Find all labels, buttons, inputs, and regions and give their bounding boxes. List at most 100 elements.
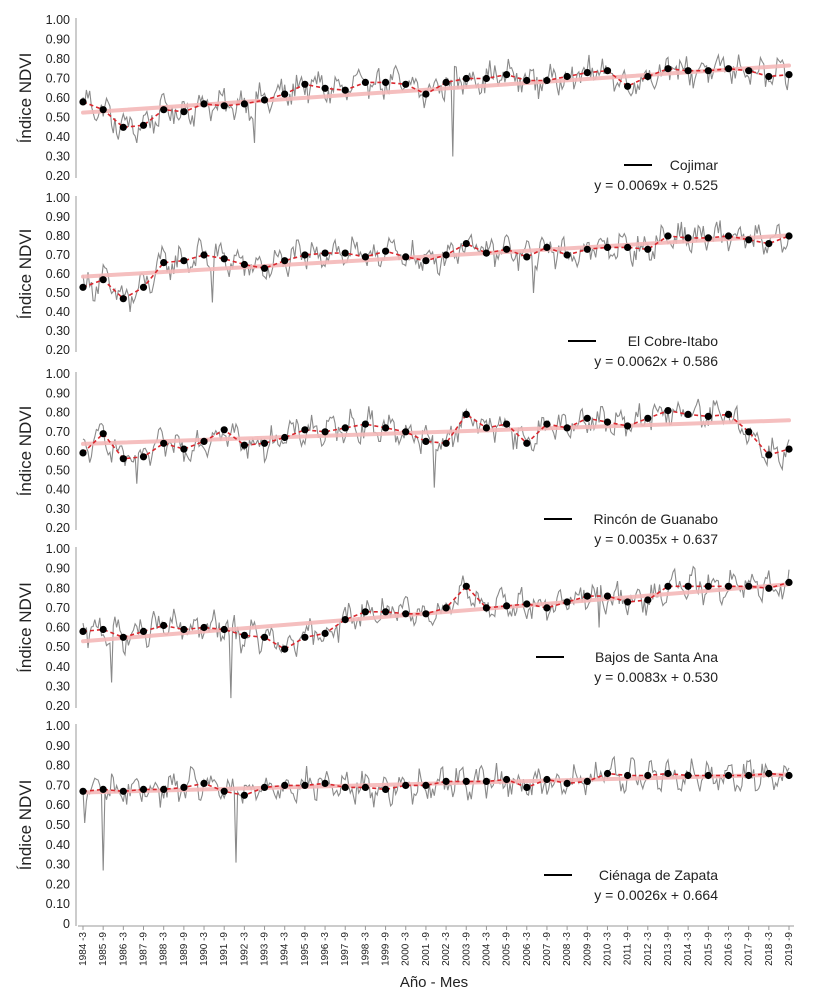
annual-mean-point <box>200 251 208 259</box>
annual-mean-point <box>603 418 612 426</box>
annual-mean-point <box>99 625 107 634</box>
annual-mean-point <box>704 771 712 780</box>
annual-mean-point <box>523 253 531 261</box>
annual-mean-point <box>482 424 490 432</box>
annual-mean-line <box>82 235 790 300</box>
x-tick-label: 2005 -9 <box>502 932 513 966</box>
annual-mean-point <box>382 785 390 794</box>
annual-mean-point <box>281 90 289 98</box>
annual-mean-point <box>442 604 450 612</box>
annual-mean-point <box>99 785 107 794</box>
annual-mean-point <box>603 243 612 251</box>
annual-mean-point <box>200 623 208 632</box>
annual-mean-point <box>79 449 87 457</box>
annual-mean-point <box>321 428 329 436</box>
annual-mean-point <box>361 420 369 428</box>
y-tick-label: 0.40 <box>46 660 70 674</box>
annual-mean-point <box>583 777 591 786</box>
y-tick-label: 0.40 <box>46 483 70 497</box>
annual-mean-point <box>563 424 571 432</box>
y-tick-label: 0.10 <box>46 897 70 911</box>
x-tick-label: 1996 -3 <box>320 932 331 966</box>
x-tick-label: 2015 -9 <box>703 932 714 966</box>
y-tick-label: 0.20 <box>46 521 70 535</box>
annual-mean-point <box>785 771 793 780</box>
annual-mean-point <box>321 84 329 92</box>
y-tick-label: 0.70 <box>46 425 70 439</box>
annual-mean-point <box>664 407 672 415</box>
annual-mean-point <box>704 67 712 75</box>
annual-mean-point <box>745 428 753 436</box>
y-tick-label: 1.00 <box>46 191 70 205</box>
annual-mean-point <box>624 422 632 430</box>
y-tick-label: 0.80 <box>46 406 70 420</box>
annual-mean-point <box>563 779 571 788</box>
annual-mean-point <box>503 420 511 428</box>
y-tick-label: 1.00 <box>46 542 70 556</box>
x-tick-label: 2009 -9 <box>582 932 593 966</box>
annual-mean-point <box>79 283 87 291</box>
annual-mean-point <box>563 598 571 606</box>
y-tick-label: 0.90 <box>46 739 70 753</box>
annual-mean-point <box>281 433 289 442</box>
x-tick-label: 2017 -9 <box>744 932 755 966</box>
y-axis-label: Índice NDVI <box>16 53 35 144</box>
x-tick-label: 1998 -3 <box>360 932 371 966</box>
annual-mean-point <box>301 633 309 641</box>
annual-mean-point <box>583 592 591 600</box>
annual-mean-point <box>724 65 733 73</box>
raw-ndvi-series <box>82 220 790 313</box>
annual-mean-point <box>664 582 672 590</box>
annual-mean-point <box>503 71 511 79</box>
annual-mean-point <box>220 255 228 263</box>
x-tick-label: 1993 -9 <box>260 932 271 966</box>
y-tick-label: 0.60 <box>46 621 70 635</box>
y-axis-label: Índice NDVI <box>16 582 35 673</box>
annual-mean-point <box>260 633 269 641</box>
raw-ndvi-series <box>82 755 790 871</box>
y-tick-label: 0.90 <box>46 562 70 576</box>
annual-mean-point <box>543 420 551 428</box>
x-tick-label: 2016 -3 <box>724 932 735 966</box>
annual-mean-point <box>180 108 188 116</box>
y-tick-label: 0.80 <box>46 759 70 773</box>
annual-mean-point <box>301 781 309 790</box>
x-tick-label: 2014 -3 <box>683 932 694 966</box>
raw-ndvi-series <box>82 398 790 488</box>
annual-mean-point <box>684 67 692 75</box>
annual-mean-point <box>160 259 168 267</box>
annual-mean-point <box>765 769 773 778</box>
annual-mean-point <box>240 441 248 449</box>
trend-line <box>81 418 791 446</box>
annual-mean-point <box>139 627 148 636</box>
x-tick-label: 2004 -3 <box>481 932 492 966</box>
annual-mean-point <box>603 769 612 778</box>
y-tick-label: 0.80 <box>46 229 70 243</box>
annual-mean-point <box>240 100 248 108</box>
annual-mean-point <box>603 67 612 75</box>
y-axis-label: Índice NDVI <box>16 406 35 497</box>
annual-mean-point <box>482 604 490 612</box>
x-tick-label: 1987 -9 <box>139 932 150 966</box>
y-axis-label: Índice NDVI <box>16 229 35 320</box>
x-tick-label: 2018 -3 <box>764 932 775 966</box>
annual-mean-point <box>583 69 591 77</box>
y-tick-label: 0.40 <box>46 838 70 852</box>
x-tick-label: 1999 -9 <box>381 932 392 966</box>
y-tick-label: 0.50 <box>46 818 70 832</box>
y-tick-label: 0.90 <box>46 386 70 400</box>
y-tick-label: 0.70 <box>46 72 70 86</box>
annual-mean-point <box>523 600 531 608</box>
annual-mean-point <box>402 610 410 618</box>
x-tick-label: 2010 -3 <box>603 932 614 966</box>
x-tick-label: 2013 -9 <box>663 932 674 966</box>
annual-mean-point <box>119 123 127 131</box>
y-tick-label: 0.60 <box>46 91 70 105</box>
annual-mean-point <box>442 439 450 447</box>
annual-mean-point <box>99 276 107 284</box>
y-axis-label: Índice NDVI <box>16 780 35 871</box>
annual-mean-point <box>301 426 309 434</box>
annual-mean-point <box>200 100 208 108</box>
annual-mean-point <box>664 769 672 778</box>
raw-ndvi-series <box>82 53 790 157</box>
